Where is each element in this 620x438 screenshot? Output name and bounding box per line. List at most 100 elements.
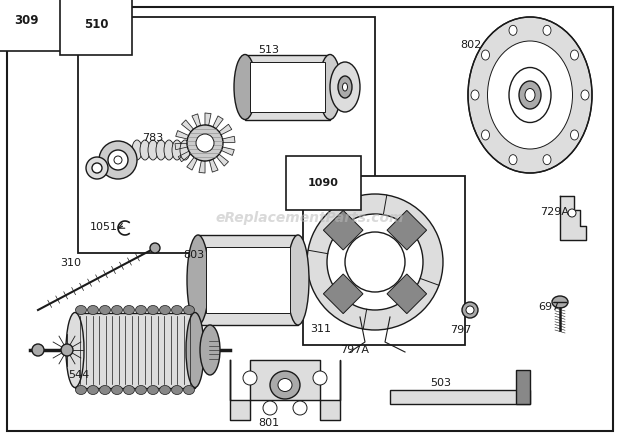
Ellipse shape bbox=[99, 305, 110, 314]
Bar bbox=[198, 235, 298, 325]
Ellipse shape bbox=[342, 83, 347, 91]
Circle shape bbox=[196, 134, 214, 152]
Bar bbox=[75, 313, 195, 388]
Text: 729A: 729A bbox=[540, 207, 569, 217]
Bar bbox=[387, 210, 427, 250]
Polygon shape bbox=[199, 161, 205, 173]
Ellipse shape bbox=[112, 305, 123, 314]
Wedge shape bbox=[307, 194, 443, 330]
Ellipse shape bbox=[148, 385, 159, 395]
Text: 797: 797 bbox=[450, 325, 471, 335]
Text: 1090: 1090 bbox=[308, 178, 339, 188]
Ellipse shape bbox=[570, 50, 578, 60]
Bar bbox=[390, 390, 530, 404]
Bar bbox=[250, 62, 325, 112]
Ellipse shape bbox=[468, 17, 592, 173]
Ellipse shape bbox=[482, 130, 490, 140]
Ellipse shape bbox=[66, 312, 84, 388]
Circle shape bbox=[32, 344, 44, 356]
Ellipse shape bbox=[509, 155, 517, 165]
Circle shape bbox=[150, 243, 160, 253]
Text: 802: 802 bbox=[460, 40, 481, 50]
Circle shape bbox=[243, 371, 257, 385]
Ellipse shape bbox=[136, 305, 146, 314]
Ellipse shape bbox=[112, 385, 123, 395]
Ellipse shape bbox=[234, 54, 256, 120]
Ellipse shape bbox=[99, 141, 137, 179]
Ellipse shape bbox=[136, 385, 146, 395]
Polygon shape bbox=[182, 120, 193, 132]
Ellipse shape bbox=[552, 296, 568, 308]
Text: 513: 513 bbox=[258, 45, 279, 55]
Ellipse shape bbox=[87, 305, 99, 314]
Ellipse shape bbox=[287, 235, 309, 325]
Circle shape bbox=[462, 302, 478, 318]
Bar bbox=[516, 370, 530, 404]
Polygon shape bbox=[179, 151, 191, 162]
Polygon shape bbox=[187, 157, 197, 170]
Ellipse shape bbox=[519, 81, 541, 109]
Ellipse shape bbox=[114, 156, 122, 164]
Ellipse shape bbox=[159, 305, 170, 314]
Ellipse shape bbox=[187, 235, 209, 325]
Ellipse shape bbox=[92, 163, 102, 173]
Ellipse shape bbox=[482, 50, 490, 60]
Bar bbox=[206, 247, 290, 313]
Circle shape bbox=[345, 232, 405, 292]
Ellipse shape bbox=[76, 385, 87, 395]
Ellipse shape bbox=[509, 25, 517, 35]
Polygon shape bbox=[219, 124, 232, 135]
Ellipse shape bbox=[543, 25, 551, 35]
Polygon shape bbox=[175, 143, 187, 150]
Ellipse shape bbox=[172, 305, 182, 314]
Circle shape bbox=[61, 344, 73, 356]
Circle shape bbox=[187, 125, 223, 161]
Bar bbox=[387, 274, 427, 314]
Ellipse shape bbox=[140, 140, 150, 160]
Text: 503: 503 bbox=[430, 378, 451, 388]
Ellipse shape bbox=[159, 385, 170, 395]
Ellipse shape bbox=[509, 67, 551, 123]
Polygon shape bbox=[192, 114, 201, 127]
Bar bbox=[324, 210, 363, 250]
Ellipse shape bbox=[471, 90, 479, 100]
Polygon shape bbox=[175, 131, 188, 139]
Text: 803: 803 bbox=[183, 250, 204, 260]
Polygon shape bbox=[210, 159, 218, 172]
Ellipse shape bbox=[570, 130, 578, 140]
Polygon shape bbox=[213, 116, 223, 129]
Ellipse shape bbox=[148, 305, 159, 314]
Ellipse shape bbox=[172, 385, 182, 395]
Circle shape bbox=[313, 371, 327, 385]
Ellipse shape bbox=[487, 41, 572, 149]
Ellipse shape bbox=[87, 385, 99, 395]
Ellipse shape bbox=[278, 378, 292, 392]
Ellipse shape bbox=[184, 385, 195, 395]
Ellipse shape bbox=[172, 140, 182, 160]
Ellipse shape bbox=[123, 385, 135, 395]
Ellipse shape bbox=[132, 140, 142, 160]
Ellipse shape bbox=[86, 157, 108, 179]
Bar bbox=[324, 274, 363, 314]
Polygon shape bbox=[221, 147, 234, 155]
Polygon shape bbox=[223, 136, 235, 143]
Ellipse shape bbox=[164, 140, 174, 160]
Bar bbox=[78, 17, 375, 253]
Ellipse shape bbox=[76, 305, 87, 314]
Text: 797A: 797A bbox=[340, 345, 369, 355]
Ellipse shape bbox=[200, 325, 220, 375]
Circle shape bbox=[263, 401, 277, 415]
Ellipse shape bbox=[338, 76, 352, 98]
Ellipse shape bbox=[319, 54, 341, 120]
Circle shape bbox=[568, 209, 576, 217]
Ellipse shape bbox=[543, 155, 551, 165]
Text: 544: 544 bbox=[68, 370, 89, 380]
Text: 1051: 1051 bbox=[90, 222, 118, 232]
Ellipse shape bbox=[123, 305, 135, 314]
Circle shape bbox=[293, 401, 307, 415]
Text: 697: 697 bbox=[538, 302, 559, 312]
Text: eReplacementParts.com: eReplacementParts.com bbox=[216, 211, 404, 225]
Circle shape bbox=[466, 306, 474, 314]
Polygon shape bbox=[230, 360, 340, 420]
Ellipse shape bbox=[581, 90, 589, 100]
